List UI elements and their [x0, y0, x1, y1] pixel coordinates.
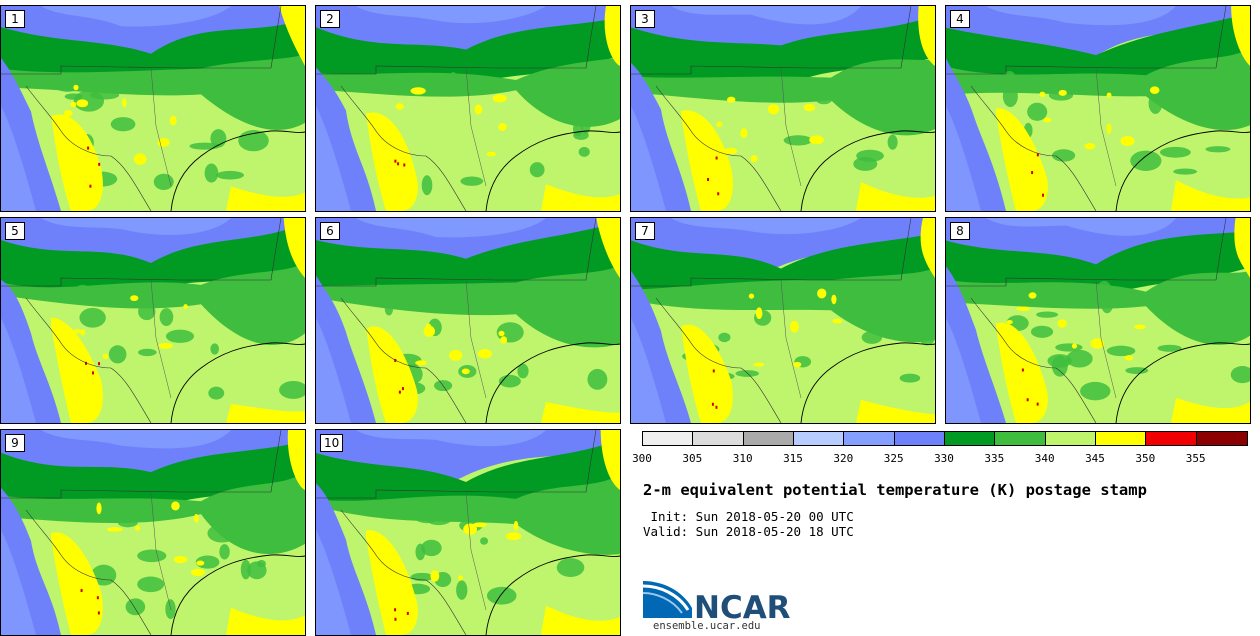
colorbar-segment: [793, 432, 845, 445]
postage-stamp-panel: 10: [315, 429, 621, 636]
member-map: [316, 218, 620, 423]
colorbar-tick-label: 305: [682, 452, 703, 465]
member-map: [946, 6, 1250, 211]
colorbar-segment: [1045, 432, 1096, 445]
colorbar-tick-label: 355: [1185, 452, 1206, 465]
colorbar-tick-label: 300: [632, 452, 652, 465]
member-map: [1, 430, 305, 635]
init-time: Init: Sun 2018-05-20 00 UTC: [643, 509, 854, 524]
member-map: [1, 218, 305, 423]
postage-stamp-panel: 9: [0, 429, 306, 636]
colorbar-segment: [944, 432, 996, 445]
valid-time: Valid: Sun 2018-05-20 18 UTC: [643, 524, 854, 539]
logo-url: ensemble.ucar.edu: [653, 620, 761, 632]
colorbar-tick-label: 320: [833, 452, 854, 465]
colorbar-segment: [1146, 432, 1197, 445]
colorbar-tick-labels: 300 305 310 315 320 325 330 335 340 345 350 355: [0, 452, 1260, 466]
member-number-label: 4: [950, 10, 970, 28]
member-map: [316, 6, 620, 211]
colorbar-segment: [693, 432, 744, 445]
colorbar-segment: [844, 432, 895, 445]
postage-stamp-panel: 7: [630, 217, 936, 424]
member-number-label: 3: [635, 10, 655, 28]
colorbar-tick-label: 340: [1034, 452, 1055, 465]
colorbar-tick-label: 315: [783, 452, 803, 465]
member-number-label: 8: [950, 222, 970, 240]
member-map: [631, 6, 935, 211]
member-map: [316, 430, 620, 635]
postage-stamp-panel: 5: [0, 217, 306, 424]
ncar-logo: NCAR: [642, 578, 792, 634]
ncar-logo-text: NCAR: [694, 590, 791, 623]
postage-stamp-panel: 1: [0, 5, 306, 212]
postage-stamp-panel: 8: [945, 217, 1251, 424]
member-number-label: 1: [5, 10, 25, 28]
colorbar-tick-label: 325: [883, 452, 904, 465]
member-map: [1, 6, 305, 211]
colorbar-segment: [743, 432, 794, 445]
member-map: [946, 218, 1250, 423]
member-map: [631, 218, 935, 423]
colorbar-tick-label: 350: [1135, 452, 1156, 465]
colorbar-segment: [1196, 432, 1247, 445]
colorbar-segment: [995, 432, 1046, 445]
colorbar-segment: [894, 432, 945, 445]
colorbar-tick-label: 345: [1085, 452, 1105, 465]
member-number-label: 2: [320, 10, 340, 28]
postage-stamp-panel: 3: [630, 5, 936, 212]
postage-stamp-panel: 4: [945, 5, 1251, 212]
member-number-label: 5: [5, 222, 25, 240]
postage-stamp-panel: 6: [315, 217, 621, 424]
colorbar-segment: [643, 432, 694, 445]
colorbar-tick-label: 335: [984, 452, 1005, 465]
member-number-label: 10: [320, 434, 344, 452]
colorbar-segment: [1095, 432, 1147, 445]
colorbar-tick-label: 330: [934, 452, 954, 465]
colorbar: [642, 431, 1248, 446]
member-number-label: 7: [635, 222, 655, 240]
member-number-label: 9: [5, 434, 25, 452]
chart-title: 2-m equivalent potential temperature (K)…: [643, 481, 1147, 499]
postage-stamp-panel: 2: [315, 5, 621, 212]
member-number-label: 6: [320, 222, 340, 240]
colorbar-tick-label: 310: [732, 452, 753, 465]
